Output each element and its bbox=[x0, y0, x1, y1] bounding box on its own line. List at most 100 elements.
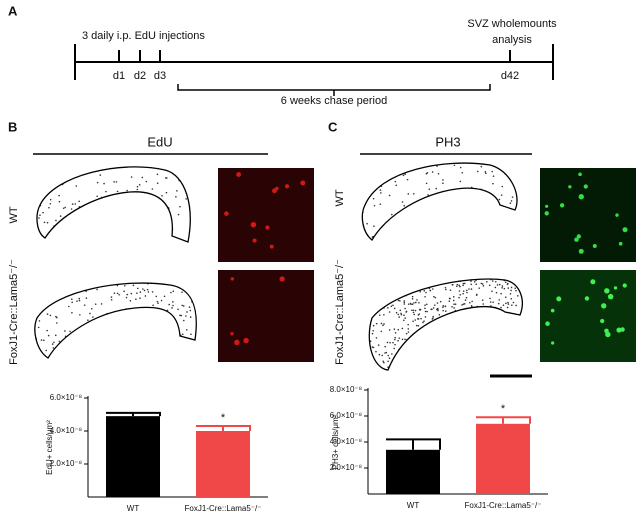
cell-dot bbox=[97, 365, 99, 367]
cell-dot bbox=[181, 162, 183, 164]
cell-dot bbox=[454, 182, 456, 184]
cell-dot bbox=[412, 320, 414, 323]
cell-dot bbox=[436, 229, 438, 231]
cell-dot bbox=[357, 278, 359, 280]
cell-dot bbox=[156, 300, 159, 303]
cell-dot bbox=[381, 282, 383, 285]
cell-dot bbox=[64, 313, 66, 315]
cell-dot bbox=[192, 167, 194, 169]
cell-dot bbox=[516, 183, 518, 185]
cell-dot bbox=[488, 269, 490, 271]
cell-dot bbox=[443, 176, 445, 178]
cell-dot bbox=[509, 371, 511, 373]
cell-dot bbox=[469, 197, 471, 199]
cell-dot bbox=[470, 283, 473, 286]
cell-dot bbox=[418, 184, 420, 186]
cell-dot bbox=[411, 257, 413, 259]
cell-dot bbox=[443, 223, 445, 225]
cell-dot bbox=[169, 365, 171, 367]
cell-dot bbox=[56, 229, 58, 232]
cell-dot bbox=[457, 361, 460, 364]
cell-dot bbox=[471, 159, 473, 161]
cell-dot bbox=[513, 237, 515, 239]
cell-dot bbox=[508, 344, 511, 346]
cell-dot bbox=[472, 363, 475, 366]
cell-dot bbox=[161, 322, 163, 324]
cell-dot bbox=[465, 344, 467, 347]
cell-dot bbox=[361, 306, 363, 308]
cell-dot bbox=[392, 263, 394, 265]
cell-dot bbox=[103, 222, 105, 224]
cell-dot bbox=[435, 196, 437, 198]
cell-dot bbox=[392, 291, 395, 294]
cell-dot bbox=[498, 283, 501, 286]
cell-dot bbox=[158, 274, 160, 276]
cell-dot bbox=[425, 291, 427, 294]
cell-dot bbox=[177, 308, 179, 311]
cell-dot bbox=[498, 232, 500, 234]
cell-dot bbox=[186, 306, 188, 308]
cell-dot bbox=[41, 288, 44, 291]
cell-dot bbox=[428, 265, 430, 267]
cell-dot bbox=[419, 276, 421, 278]
cell-dot bbox=[465, 248, 467, 250]
cell-dot bbox=[462, 366, 464, 368]
cell-dot bbox=[393, 347, 395, 350]
cell-dot bbox=[155, 295, 158, 298]
cell-dot bbox=[56, 160, 58, 162]
cell-dot bbox=[414, 319, 417, 321]
cell-dot bbox=[29, 338, 31, 340]
cell-spot bbox=[618, 241, 623, 246]
cell-dot bbox=[56, 264, 58, 266]
cell-dot bbox=[147, 367, 149, 369]
cell-dot bbox=[490, 369, 493, 370]
cell-dot bbox=[428, 199, 430, 201]
cell-dot bbox=[135, 320, 137, 322]
cell-dot bbox=[165, 157, 167, 159]
cell-dot bbox=[383, 193, 385, 195]
cell-dot bbox=[371, 256, 373, 258]
cell-dot bbox=[440, 345, 443, 347]
cell-dot bbox=[507, 199, 509, 201]
cell-dot bbox=[475, 157, 477, 159]
cell-dot bbox=[483, 231, 485, 233]
cell-dot bbox=[432, 307, 435, 309]
cell-dot bbox=[38, 252, 40, 254]
cell-dot bbox=[158, 214, 161, 217]
cell-dot bbox=[408, 268, 410, 270]
cell-dot bbox=[369, 359, 370, 361]
cell-dot bbox=[432, 212, 435, 214]
cell-dot bbox=[455, 365, 458, 368]
cell-dot bbox=[372, 197, 375, 200]
cell-dot bbox=[431, 171, 434, 173]
cell-dot bbox=[160, 318, 162, 321]
cell-dot bbox=[139, 249, 141, 251]
cell-dot bbox=[384, 263, 386, 265]
cell-dot bbox=[133, 336, 135, 338]
cell-dot bbox=[167, 251, 169, 253]
cell-dot bbox=[385, 282, 387, 284]
y-tick-label: 6.0×10⁻⁸ bbox=[50, 393, 82, 402]
cell-dot bbox=[362, 324, 364, 326]
cell-dot bbox=[356, 304, 358, 306]
cell-dot bbox=[181, 194, 183, 196]
cell-dot bbox=[362, 289, 364, 291]
cell-dot bbox=[428, 225, 430, 227]
cell-dot bbox=[53, 357, 55, 359]
cell-dot bbox=[419, 161, 421, 163]
cell-dot bbox=[415, 180, 417, 182]
cell-spot bbox=[252, 238, 257, 243]
cell-dot bbox=[357, 347, 359, 349]
cell-dot bbox=[450, 183, 452, 185]
cell-dot bbox=[415, 271, 417, 273]
cell-dot bbox=[465, 231, 467, 233]
cell-dot bbox=[177, 252, 179, 254]
cell-dot bbox=[177, 357, 179, 358]
cell-dot bbox=[105, 249, 107, 251]
cell-dot bbox=[475, 372, 477, 374]
cell-dot bbox=[34, 285, 36, 287]
cell-dot bbox=[445, 228, 447, 230]
cell-dot bbox=[490, 228, 492, 230]
cell-dot bbox=[486, 327, 489, 330]
cell-dot bbox=[356, 160, 358, 162]
